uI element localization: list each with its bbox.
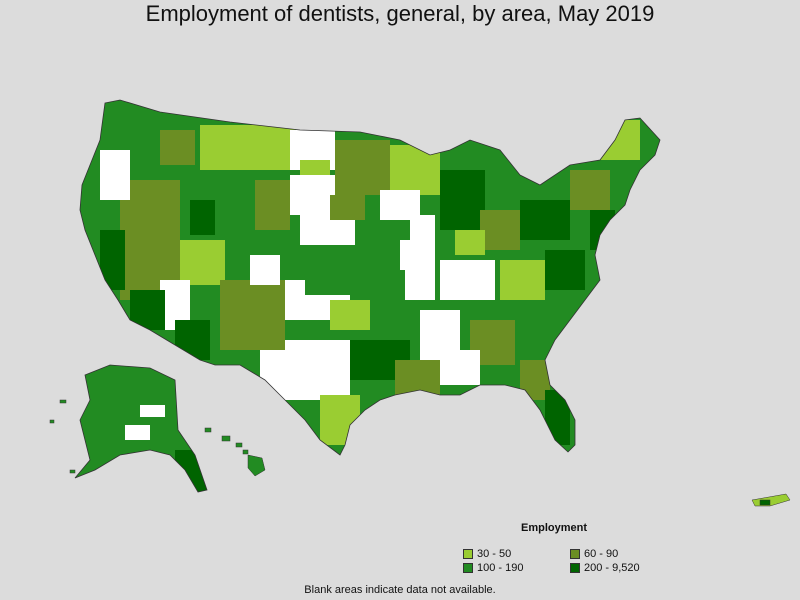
alaska (75, 365, 207, 492)
legend-item-100-190: 100 - 190 (463, 562, 523, 574)
legend-swatch (570, 549, 580, 559)
contiguous-us (80, 100, 660, 455)
legend-title: Employment (521, 522, 588, 534)
map-title: Employment of dentists, general, by area… (145, 1, 655, 26)
puerto-rico (751, 493, 791, 507)
hawaii (204, 427, 266, 477)
legend-label: 200 - 9,520 (584, 562, 640, 574)
legend-label: 60 - 90 (584, 548, 619, 560)
legend-item-60-90: 60 - 90 (570, 548, 618, 560)
legend-swatch (463, 549, 473, 559)
alaska-outline (74, 364, 208, 493)
legend-swatch (570, 563, 580, 573)
legend-item-30-50: 30 - 50 (463, 548, 511, 560)
legend-swatch (463, 563, 473, 573)
legend-item-200-9520: 200 - 9,520 (570, 562, 640, 574)
us-outline (79, 99, 661, 456)
aleutian-islands (49, 399, 76, 474)
legend: Employment 30 - 50 60 - 90 100 - 190 200… (463, 520, 663, 580)
legend-label: 30 - 50 (477, 548, 512, 560)
footnote: Blank areas indicate data not available. (304, 584, 496, 596)
legend-label: 100 - 190 (477, 562, 524, 574)
